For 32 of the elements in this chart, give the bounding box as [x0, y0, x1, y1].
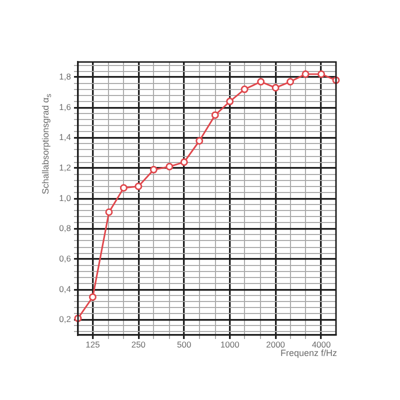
x-tick-label: 500: [177, 339, 192, 350]
point: [272, 84, 280, 92]
point: [257, 78, 265, 86]
point: [88, 293, 96, 301]
y-tick-label: 0,2: [59, 314, 72, 324]
point: [211, 111, 219, 119]
x-axis-title: Frequenz f/Hz: [280, 348, 337, 358]
x-tick-label: 1000: [220, 339, 240, 350]
x-tick-label: 2000: [266, 339, 286, 350]
y-tick-label: 1,8: [59, 72, 72, 82]
point: [196, 137, 204, 145]
point: [180, 158, 188, 166]
point: [226, 98, 234, 106]
point: [150, 166, 158, 174]
x-tick-label: 250: [131, 339, 146, 350]
point: [166, 162, 174, 170]
y-tick-label: 1,2: [59, 162, 72, 173]
point: [318, 70, 326, 78]
y-tick-label: 0,8: [59, 223, 72, 234]
point: [286, 78, 294, 86]
point: [240, 86, 248, 94]
x-tick-label: 125: [86, 339, 100, 350]
point: [120, 184, 128, 192]
y-tick-label: 1,6: [59, 102, 72, 112]
y-tick-label: 1,4: [59, 132, 72, 142]
point: [302, 70, 310, 78]
x-tick-label: 4000: [312, 339, 332, 350]
point: [134, 182, 142, 190]
point: [105, 208, 113, 216]
y-tick-label: 0,4: [59, 284, 72, 294]
y-tick-label: 1,0: [59, 192, 72, 203]
y-tick-label: 0,6: [59, 254, 72, 264]
